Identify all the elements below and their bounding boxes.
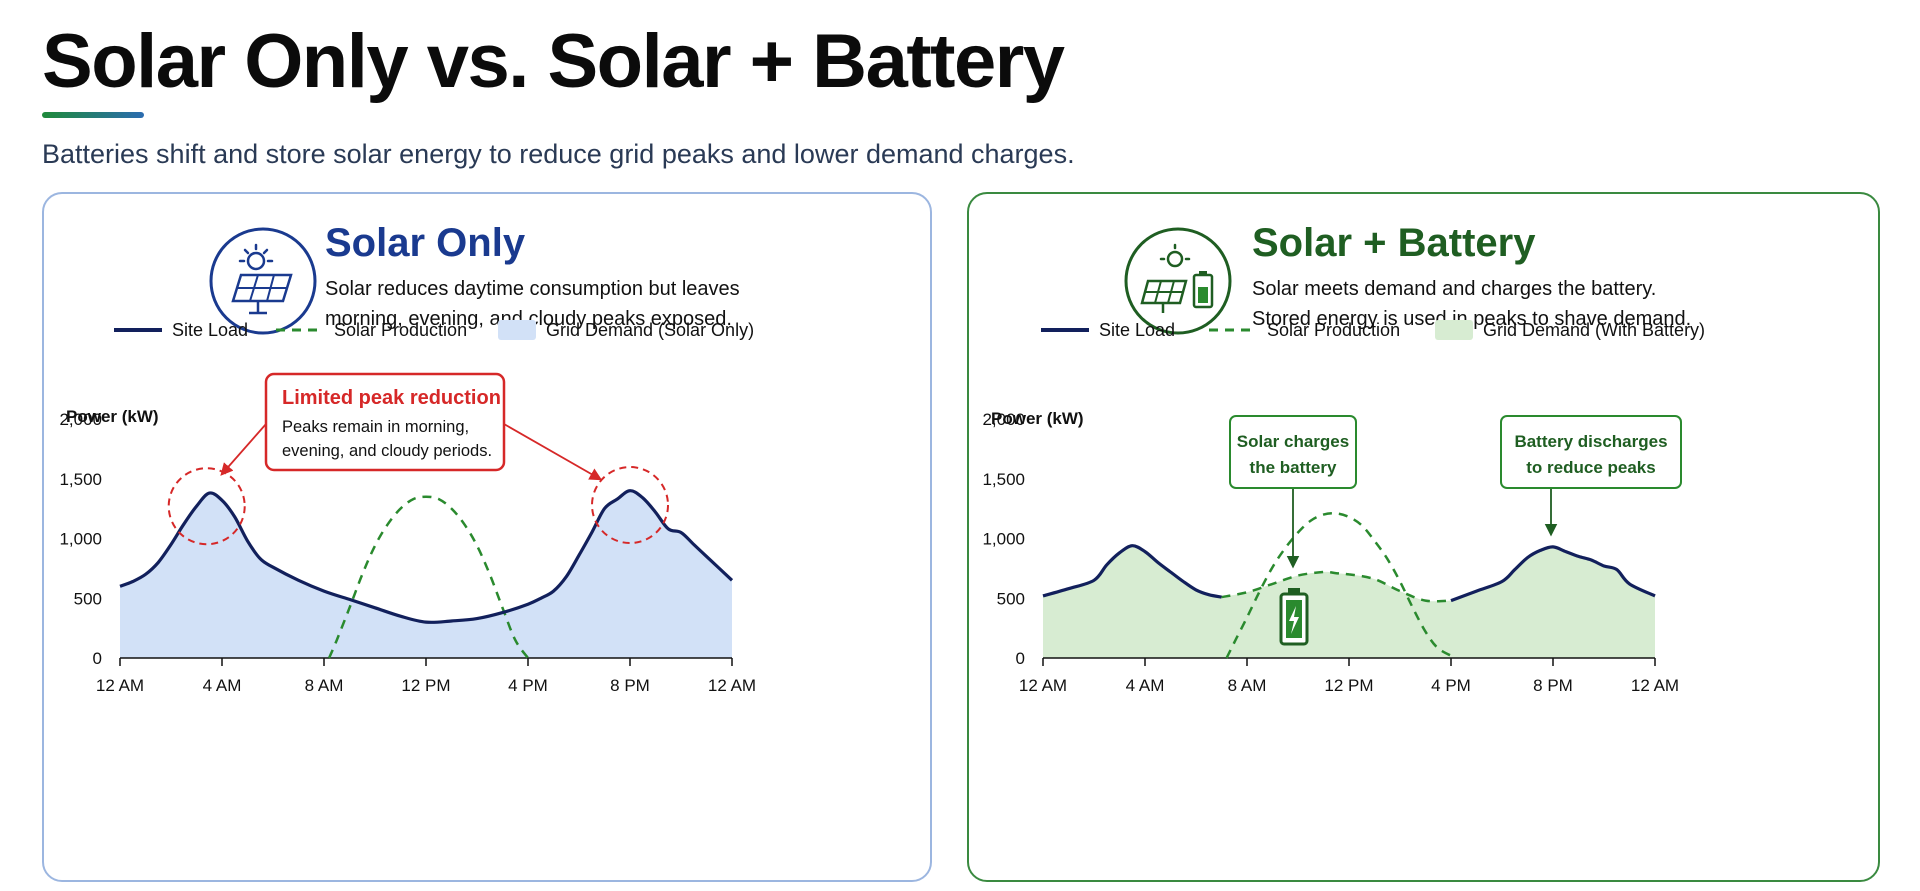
legend-solar-production: Solar Production [334,320,467,340]
limited-peak-callout: Limited peak reduction Peaks remain in m… [264,372,506,472]
callout-arrow-left [220,423,267,476]
battery-charging-icon [1279,588,1309,646]
y-tick-label: 500 [997,589,1025,608]
solar-battery-title: Solar + Battery [1252,221,1536,265]
callout-discharge-line2: to reduce peaks [1526,458,1655,477]
solar-only-legend: Site Load Solar Production Grid Demand (… [114,320,754,340]
x-tick-label: 12 AM [96,676,144,695]
y-tick-label: 0 [93,649,102,668]
x-tick-label: 8 AM [1228,676,1267,695]
callout-line1: Peaks remain in morning, [282,418,469,436]
solar-only-description-line1: Solar reduces daytime consumption but le… [325,278,740,300]
legend-solar-production: Solar Production [1267,320,1400,340]
x-tick-label: 4 PM [508,676,548,695]
callout-discharge-line1: Battery discharges [1514,432,1667,451]
y-tick-label: 1,000 [982,530,1025,549]
x-tick-label: 4 AM [203,676,242,695]
x-tick-label: 12 AM [1019,676,1067,695]
y-axis-label: Power (kW) [66,407,159,426]
y-axis-label: Power (kW) [991,409,1084,428]
x-tick-label: 8 AM [305,676,344,695]
legend-grid-demand: Grid Demand (Solar Only) [546,320,754,340]
x-tick-label: 12 PM [1324,676,1373,695]
x-tick-label: 4 PM [1431,676,1471,695]
solar-charges-callout: Solar charges the battery [1229,415,1357,489]
solar-battery-panel: Solar + Battery Solar meets demand and c… [967,192,1880,882]
solar-battery-description-line2: Stored energy is used in peaks to shave … [1252,308,1691,330]
y-tick-label: 500 [74,589,102,608]
callout-charge-line1: Solar charges [1237,432,1349,451]
solar-only-description-line2: morning, evening, and cloudy peaks expos… [325,308,732,330]
y-tick-label: 1,500 [982,470,1025,489]
solar-battery-chart: Solar + Battery Solar meets demand and c… [982,221,1705,695]
x-tick-label: 12 PM [401,676,450,695]
y-tick-label: 1,500 [59,470,102,489]
x-tick-label: 8 PM [610,676,650,695]
solar-production-line [1221,570,1452,603]
site-load-line [119,489,734,624]
solar-only-chart: Solar Only Solar reduces daytime consump… [59,221,756,695]
x-tick-label: 4 AM [1126,676,1165,695]
battery-bolt [1289,606,1299,634]
legend-grid-demand-swatch [498,320,536,340]
page-subtitle: Batteries shift and store solar energy t… [42,139,1075,169]
y-tick-label: 1,000 [59,530,102,549]
legend-site-load: Site Load [172,320,248,340]
solar-production-line [327,495,530,659]
peak-highlight-circle [591,466,669,545]
page-title: Solar Only vs. Solar + Battery [42,19,1065,104]
callout-line2: evening, and cloudy periods. [282,442,492,460]
battery-cap [1288,588,1300,594]
legend-site-load: Site Load [1099,320,1175,340]
legend-grid-demand: Grid Demand (With Battery) [1483,320,1705,340]
grid-demand-area [120,490,732,658]
callout-arrow-right [503,423,603,481]
solar-only-panel: Solar Only Solar reduces daytime consump… [42,192,932,882]
solar-panel-icon [209,227,317,335]
peak-highlight-circle [167,467,246,546]
callout-title: Limited peak reduction [282,387,501,409]
solar-battery-icon [1124,227,1232,335]
callout-charge-line2: the battery [1250,458,1337,477]
solar-only-title: Solar Only [325,221,526,265]
site-load-line [1042,544,1222,599]
legend-grid-demand-swatch [1435,320,1473,340]
solar-battery-legend: Site Load Solar Production Grid Demand (… [1041,320,1705,340]
site-load-line [1450,545,1656,603]
y-tick-label: 2,000 [982,410,1025,429]
x-tick-label: 8 PM [1533,676,1573,695]
x-tick-label: 12 AM [1631,676,1679,695]
title-underline [42,112,144,118]
y-tick-label: 2,000 [59,410,102,429]
battery-discharges-callout: Battery discharges to reduce peaks [1500,415,1682,489]
grid-demand-area [1043,545,1655,658]
solar-battery-description-line1: Solar meets demand and charges the batte… [1252,278,1656,300]
x-tick-label: 12 AM [708,676,756,695]
y-tick-label: 0 [1016,649,1025,668]
